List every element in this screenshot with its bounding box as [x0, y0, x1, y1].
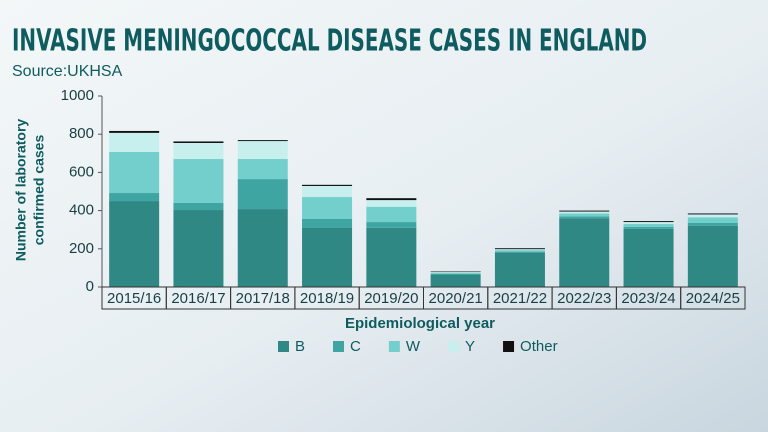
bar-segment [302, 219, 353, 228]
bar-segment [430, 273, 481, 275]
bar-segment [109, 151, 160, 194]
y-tick-label: 800 [69, 125, 94, 142]
bar-segment [687, 223, 738, 226]
legend-label: C [350, 338, 361, 355]
y-tick-label: 1000 [61, 87, 94, 104]
bar-segment [430, 271, 481, 273]
legend-swatch [333, 341, 345, 352]
x-tick-label: 2017/18 [236, 290, 290, 307]
bar-segment [623, 222, 674, 224]
bar-segment [430, 274, 481, 275]
bar-segment [494, 252, 545, 287]
legend-swatch [278, 341, 289, 352]
bar-segment [494, 251, 545, 253]
bar-segment [109, 201, 160, 287]
bar-segment [109, 132, 160, 152]
bar-segment [237, 209, 288, 287]
bar-segment [237, 179, 288, 210]
bar-segment [173, 159, 224, 203]
legend-label: Other [520, 338, 558, 355]
x-tick-label: 2023/24 [621, 290, 675, 307]
bar-segment [173, 141, 224, 143]
legend-label: B [295, 338, 305, 355]
bar-segment [687, 225, 738, 287]
bar-segment [237, 141, 288, 160]
y-tick-label: 400 [69, 202, 94, 219]
bar-segment [623, 228, 674, 287]
bar-segment [559, 210, 610, 212]
y-tick-label: 600 [69, 163, 94, 180]
x-axis-title: Epidemiological year [345, 315, 495, 332]
bar-segment [494, 250, 545, 252]
x-tick-label: 2021/22 [493, 290, 547, 307]
legend-swatch [388, 341, 400, 352]
bar-segment [494, 248, 545, 250]
bar-segment [366, 227, 417, 287]
bar-segment [302, 185, 353, 198]
x-tick-label: 2018/19 [300, 290, 354, 307]
bar-segment [237, 159, 288, 180]
y-tick-label: 200 [69, 240, 94, 257]
bar-segment [302, 184, 353, 186]
x-tick-label: 2024/25 [686, 290, 740, 307]
x-tick-label: 2022/23 [557, 290, 611, 307]
x-tick-label: 2019/20 [364, 290, 418, 307]
bar-segment [366, 222, 417, 228]
bar-segment [494, 249, 545, 251]
x-tick-label: 2015/16 [107, 290, 161, 307]
y-axis-title-line: Number of laboratory [13, 119, 29, 262]
chart-subtitle: Source:UKHSA [12, 63, 123, 80]
bar-segment [559, 218, 610, 287]
chart-title: INVASIVE MENINGOCOCCAL DISEASE CASES IN … [12, 24, 647, 59]
bar-segment [687, 214, 738, 218]
bar-segment [687, 217, 738, 224]
x-tick-label: 2020/21 [429, 290, 483, 307]
bar-segment [366, 198, 417, 201]
bar-segment [559, 211, 610, 214]
bar-segment [430, 272, 481, 274]
bar-segment [559, 216, 610, 219]
category-box [680, 286, 746, 310]
bar-segment [109, 193, 160, 202]
bar-segment [623, 223, 674, 227]
bar-segment [623, 226, 674, 229]
bar-segment [302, 197, 353, 220]
bar-segment [623, 221, 674, 223]
legend-swatch [503, 341, 515, 352]
bar-segment [109, 130, 160, 133]
bar-segment [173, 142, 224, 160]
bar-segment [302, 227, 353, 287]
bar-segment [687, 213, 738, 215]
legend-label: W [406, 338, 421, 355]
bar-segment [237, 140, 288, 142]
bar-segment [366, 206, 417, 223]
x-tick-label: 2016/17 [171, 290, 225, 307]
y-axis-title: Number of laboratory confirmed cases [13, 119, 47, 262]
legend-swatch [448, 341, 460, 352]
y-axis-title-line: confirmed cases [31, 135, 47, 246]
bar-segment [173, 202, 224, 211]
bar-segment [173, 210, 224, 287]
bar-segment [366, 200, 417, 207]
bar-segment [559, 213, 610, 217]
y-tick-label: 0 [86, 278, 94, 295]
legend-label: Y [465, 338, 475, 355]
bar-segment [430, 274, 481, 287]
